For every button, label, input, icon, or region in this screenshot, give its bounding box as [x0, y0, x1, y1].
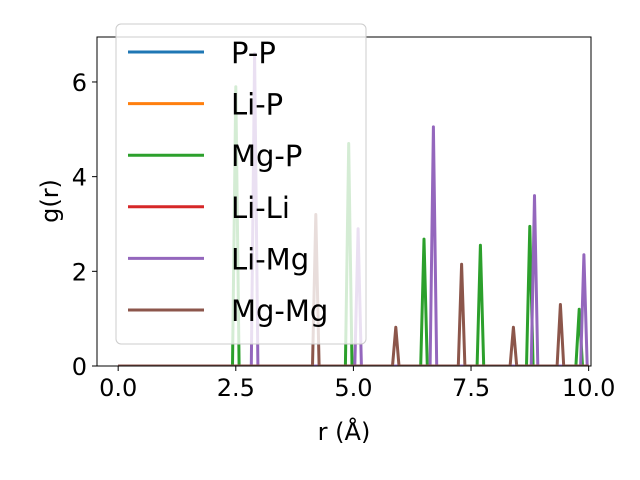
legend: P-P Li-P Mg-P Li-Li Li-Mg Mg-Mg [115, 23, 367, 345]
y-tick-label: 4 [72, 164, 87, 192]
x-tick-label: 2.5 [217, 374, 255, 402]
y-tick-label: 0 [72, 353, 87, 381]
x-tick-label: 10.0 [562, 374, 615, 402]
legend-label-li-li: Li-Li [231, 191, 290, 225]
x-axis-label: r (Å) [318, 417, 371, 446]
y-tick-label: 6 [72, 69, 87, 97]
y-tick-label: 2 [72, 258, 87, 286]
legend-label-mg-mg: Mg-Mg [231, 294, 328, 328]
x-tick-label: 5.0 [334, 374, 372, 402]
legend-label-li-p: Li-P [231, 88, 283, 122]
legend-label-mg-p: Mg-P [231, 139, 302, 173]
axes: 0.0 2.5 5.0 7.5 10.0 0 2 4 6 [72, 36, 615, 402]
x-tick-label: 0.0 [99, 374, 137, 402]
legend-label-p-p: P-P [231, 36, 276, 70]
legend-label-li-mg: Li-Mg [231, 242, 309, 276]
x-tick-label: 7.5 [452, 374, 490, 402]
y-axis-label: g(r) [36, 179, 64, 223]
